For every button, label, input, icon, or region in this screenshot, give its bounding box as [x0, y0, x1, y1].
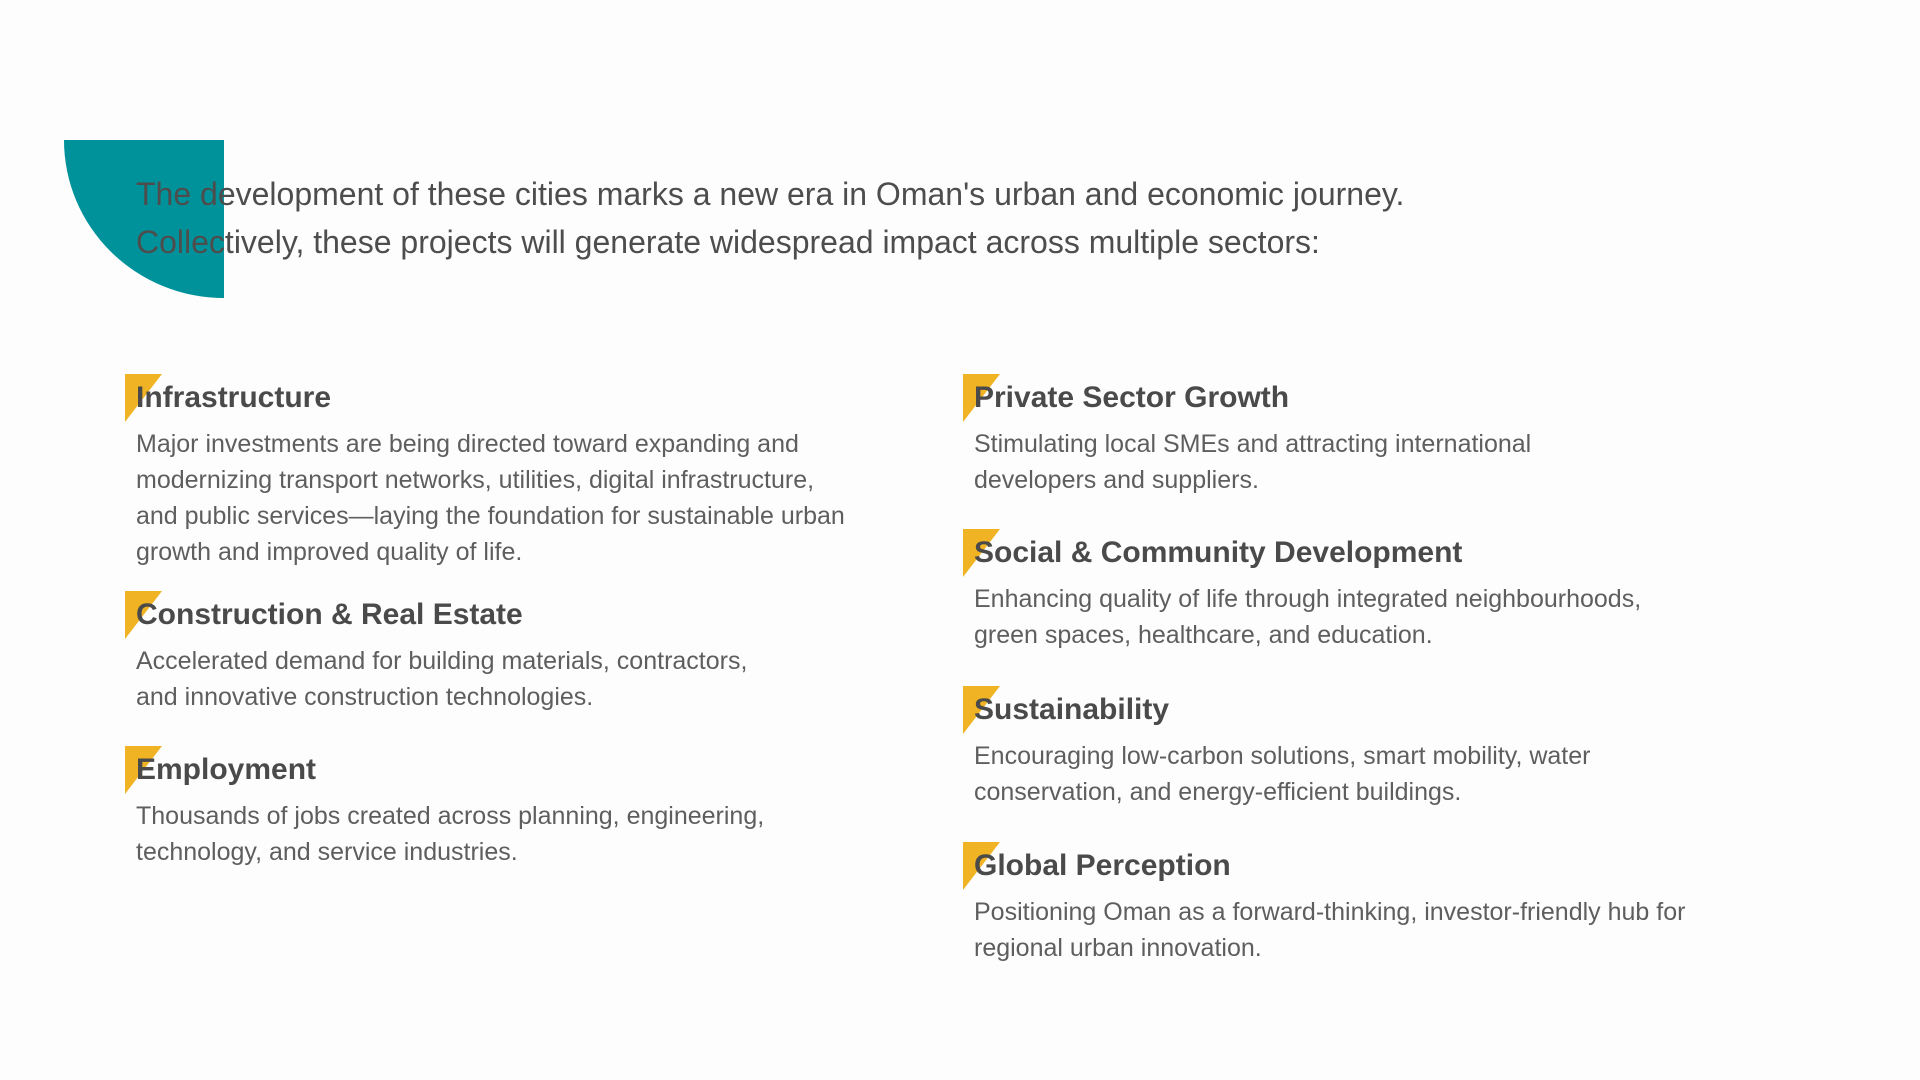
sector-private-sector: Private Sector Growth Stimulating local …: [963, 374, 1531, 498]
sector-description: Major investments are being directed tow…: [136, 426, 845, 570]
description-line: green spaces, healthcare, and education.: [974, 621, 1433, 649]
intro-line: Collectively, these projects will genera…: [136, 224, 1320, 260]
description-line: developers and suppliers.: [974, 466, 1259, 494]
description-line: conservation, and energy-efficient build…: [974, 778, 1462, 806]
description-line: regional urban innovation.: [974, 934, 1262, 962]
sector-infrastructure: Infrastructure Major investments are bei…: [125, 374, 845, 570]
sector-global-perception: Global Perception Positioning Oman as a …: [963, 842, 1685, 966]
sector-description: Enhancing quality of life through integr…: [974, 581, 1641, 653]
description-line: Positioning Oman as a forward-thinking, …: [974, 898, 1686, 926]
sector-description: Encouraging low-carbon solutions, smart …: [974, 738, 1590, 810]
sector-social: Social & Community Development Enhancing…: [963, 529, 1641, 653]
sector-construction: Construction & Real Estate Accelerated d…: [125, 591, 747, 715]
description-line: Enhancing quality of life through integr…: [974, 585, 1642, 613]
description-line: and innovative construction technologies…: [136, 683, 594, 711]
sector-title: Private Sector Growth: [974, 381, 1290, 414]
description-line: and public services—laying the foundatio…: [136, 502, 845, 530]
sector-title: Employment: [136, 753, 317, 786]
intro-paragraph: The development of these cities marks a …: [136, 170, 1404, 266]
sector-description: Stimulating local SMEs and attracting in…: [974, 426, 1531, 498]
description-line: modernizing transport networks, utilitie…: [136, 466, 815, 494]
sector-title: Sustainability: [974, 693, 1170, 726]
intro-line: The development of these cities marks a …: [136, 176, 1405, 212]
description-line: growth and improved quality of life.: [136, 538, 523, 566]
sector-title: Global Perception: [974, 849, 1231, 882]
sector-description: Thousands of jobs created across plannin…: [136, 798, 764, 870]
description-line: Accelerated demand for building material…: [136, 647, 748, 675]
sector-employment: Employment Thousands of jobs created acr…: [125, 746, 764, 870]
description-line: technology, and service industries.: [136, 838, 518, 866]
sector-title: Infrastructure: [136, 381, 332, 414]
sector-title: Construction & Real Estate: [136, 598, 523, 631]
sector-description: Accelerated demand for building material…: [136, 643, 747, 715]
description-line: Stimulating local SMEs and attracting in…: [974, 430, 1532, 458]
sector-description: Positioning Oman as a forward-thinking, …: [974, 894, 1685, 966]
description-line: Thousands of jobs created across plannin…: [136, 802, 765, 830]
sector-sustainability: Sustainability Encouraging low-carbon so…: [963, 686, 1590, 810]
sector-title: Social & Community Development: [974, 536, 1463, 569]
description-line: Encouraging low-carbon solutions, smart …: [974, 742, 1591, 770]
description-line: Major investments are being directed tow…: [136, 430, 799, 458]
